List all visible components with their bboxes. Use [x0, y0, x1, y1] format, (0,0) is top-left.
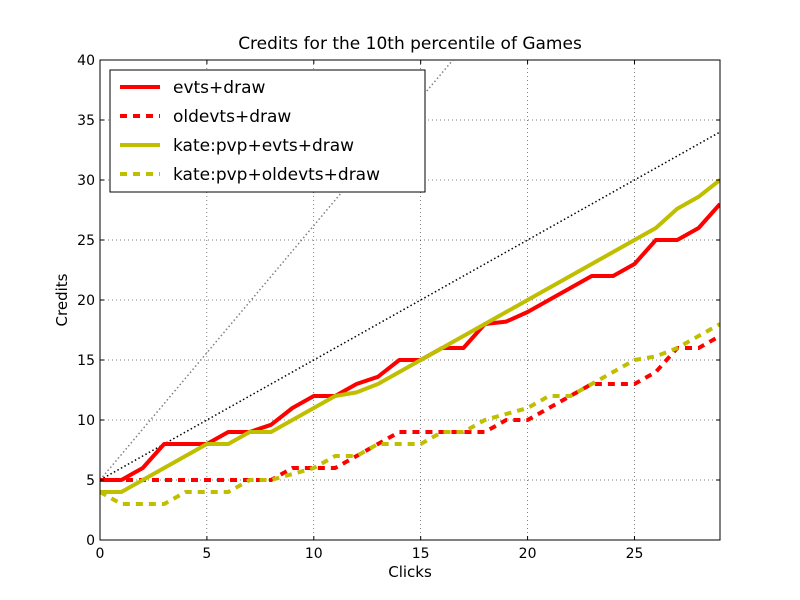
y-tick-label: 30: [77, 173, 95, 189]
x-tick-label: 10: [305, 546, 323, 562]
y-tick-label: 40: [77, 53, 95, 69]
legend-label: oldevts+draw: [173, 107, 291, 127]
series-line-kate-pvp-evts-draw: [100, 178, 720, 494]
legend-label: kate:pvp+evts+draw: [173, 136, 354, 156]
x-tick-label: 15: [412, 546, 430, 562]
y-tick-label: 20: [77, 293, 95, 309]
legend: evts+draw oldevts+draw kate:pvp+evts+draw k…: [109, 69, 426, 193]
x-tick-label: 0: [96, 546, 105, 562]
data-series: [100, 178, 720, 506]
y-tick-label: 5: [86, 473, 95, 489]
legend-label: evts+draw: [173, 78, 265, 98]
x-tick-label: 25: [626, 546, 644, 562]
y-axis-label: Credits: [53, 273, 71, 326]
y-tick-label: 25: [77, 233, 95, 249]
y-tick-label: 0: [86, 533, 95, 549]
legend-box: [109, 69, 426, 193]
reference-lines: [100, 60, 720, 481]
grid-lines: [100, 60, 720, 540]
y-tick-label: 15: [77, 353, 95, 369]
y-tick-label: 35: [77, 113, 95, 129]
reference-line: [100, 131, 720, 481]
reference-line: [100, 60, 454, 481]
axis-ticks: 0 5 10 15 20 25 0 5 10 15 20 25 30 35 40: [77, 53, 720, 562]
chart-title: Credits for the 10th percentile of Games: [238, 34, 582, 54]
series-line-kate-pvp-oldevts-draw: [100, 322, 720, 506]
y-tick-label: 10: [77, 413, 95, 429]
legend-label: kate:pvp+oldevts+draw: [173, 165, 380, 185]
x-tick-label: 20: [519, 546, 537, 562]
x-tick-label: 5: [202, 546, 211, 562]
x-axis-label: Clicks: [388, 563, 432, 581]
